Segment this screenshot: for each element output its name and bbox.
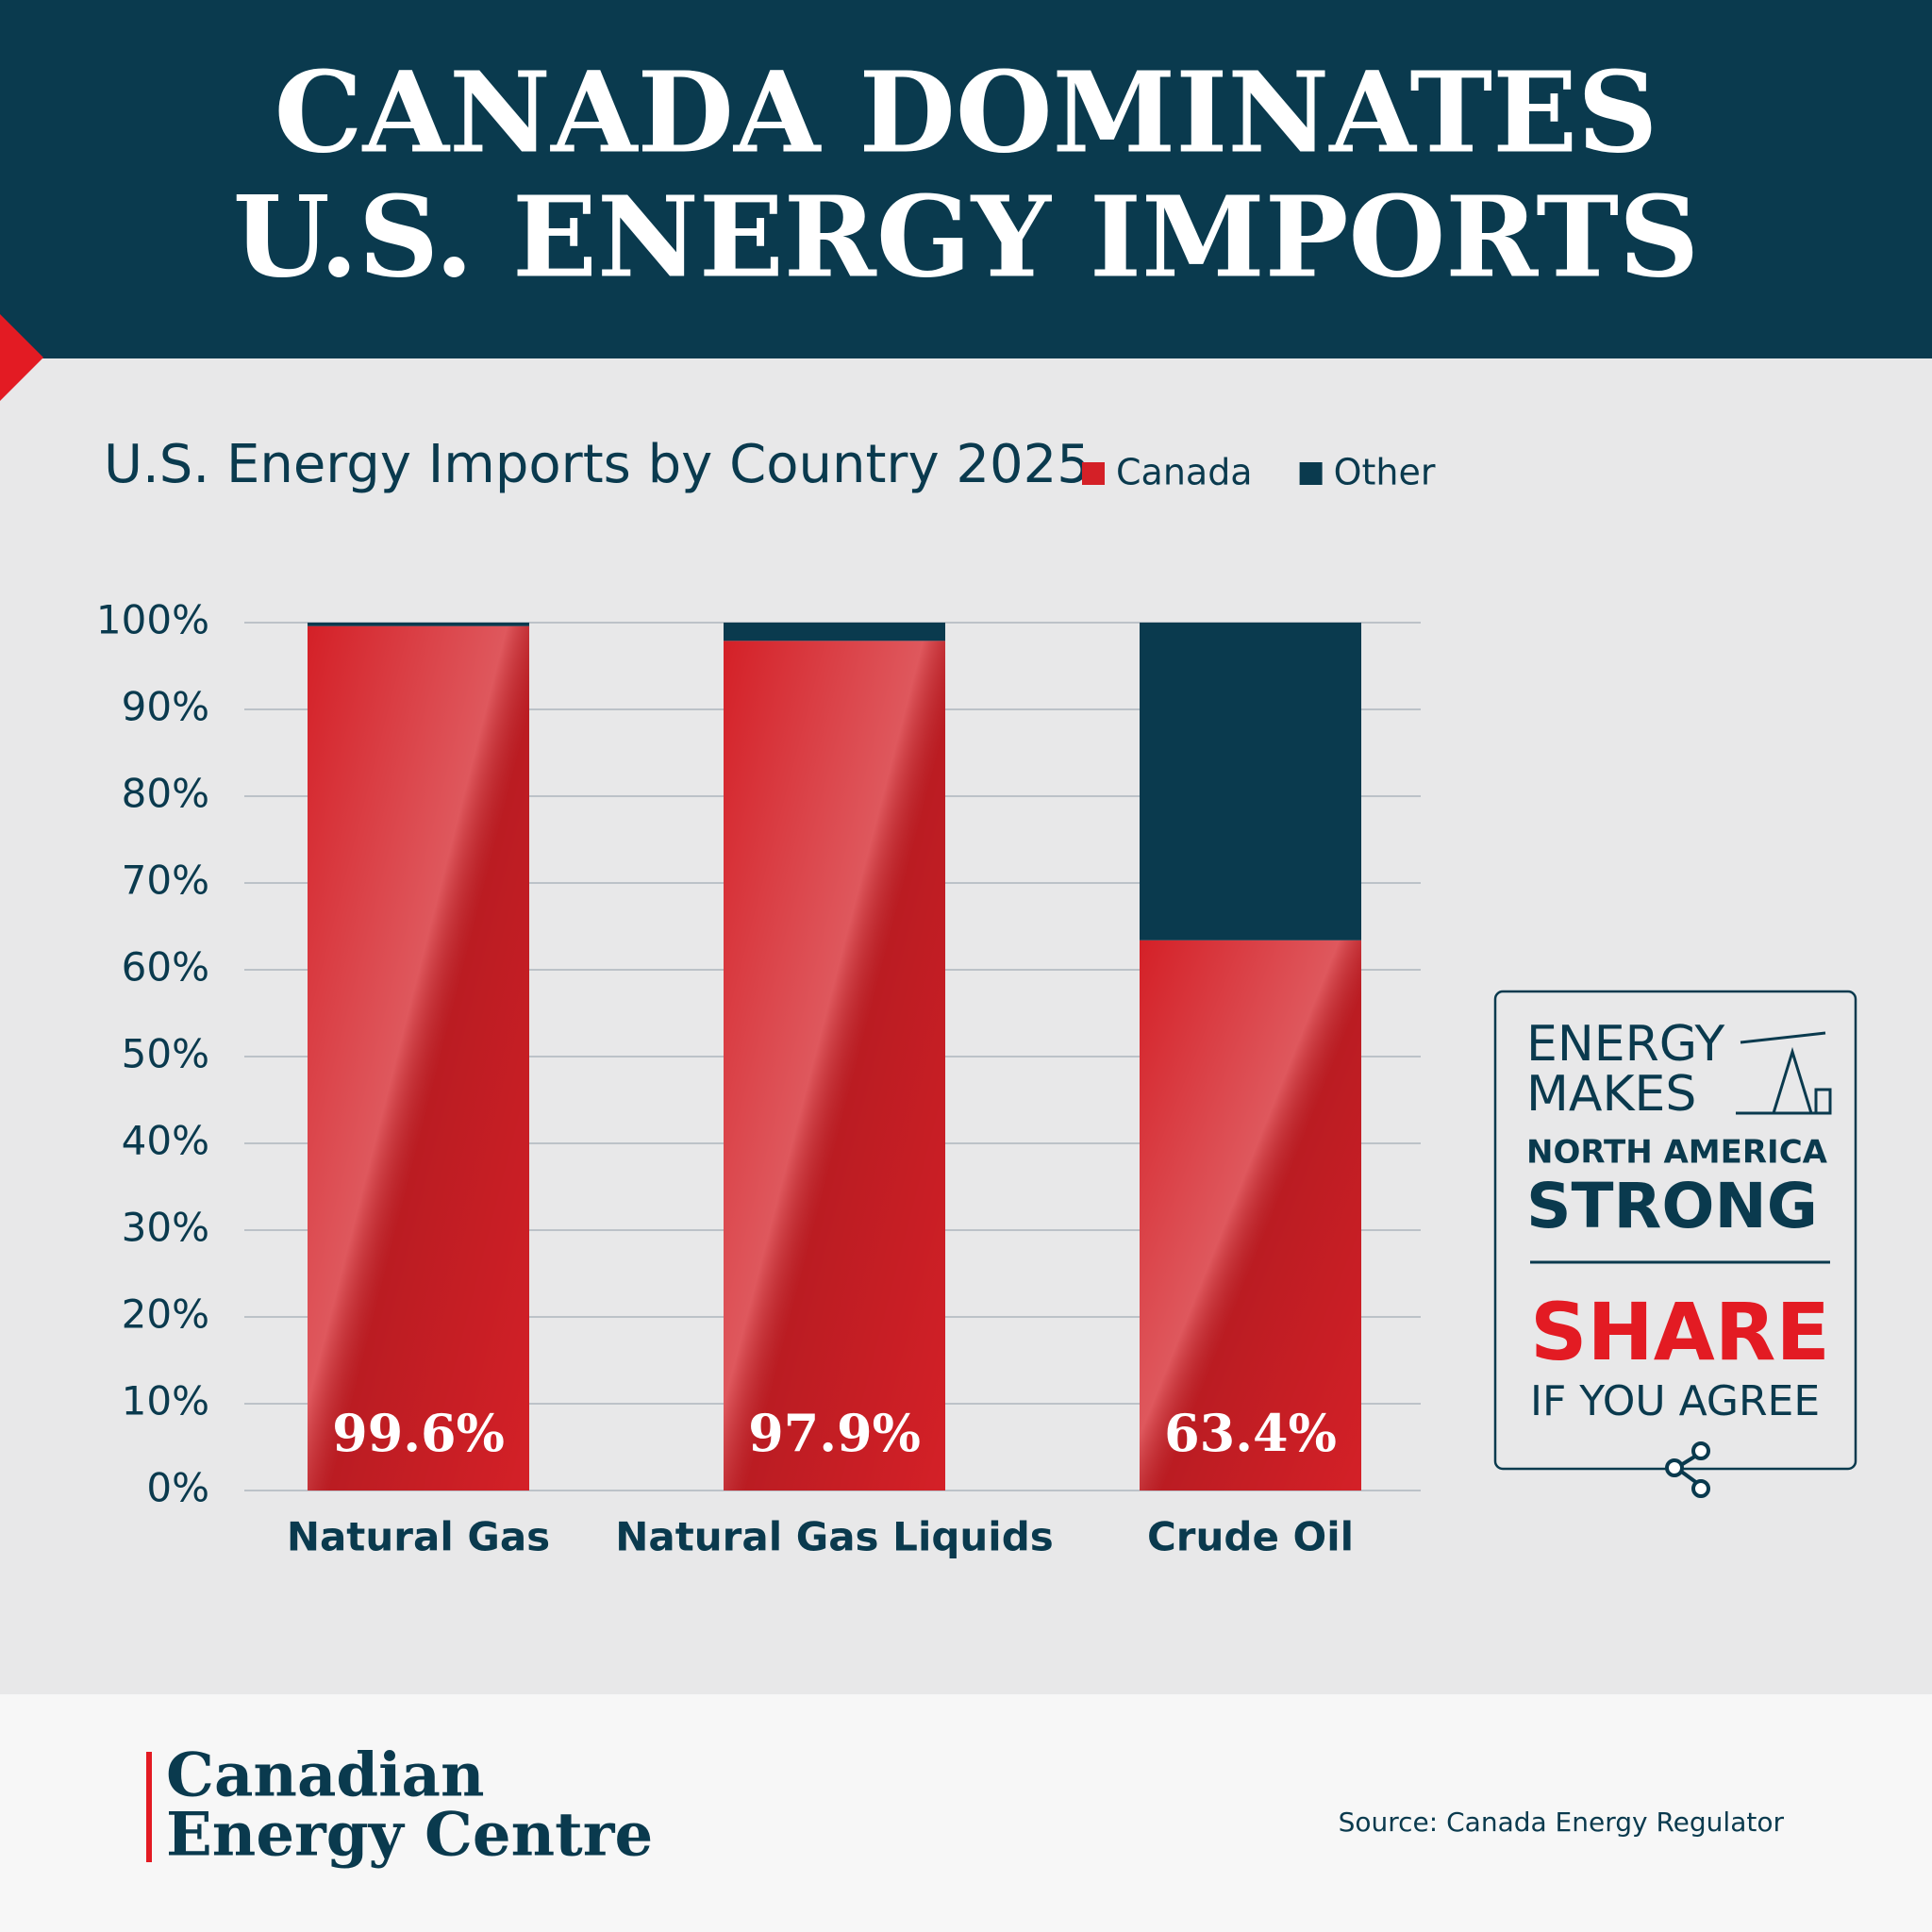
logo-line: Energy Centre [166, 1800, 653, 1871]
logo-line: Canadian [166, 1740, 484, 1811]
badge-line: ENERGY [1526, 1016, 1724, 1073]
x-tick-label: Crude Oil [1147, 1514, 1354, 1560]
plot: 0% 10% 20% 30% 40% 50% 60% 70% 80% 90% 100% Canada O… [96, 452, 1436, 1560]
badge-line[interactable]: SHARE [1530, 1286, 1830, 1378]
source: Source: Canada Energy Regulator [1339, 1807, 1785, 1838]
value-label: 99.6% [332, 1403, 505, 1463]
x-tick-label: Natural Gas [287, 1514, 550, 1560]
legend-label: Canada [1116, 452, 1253, 493]
title-line: U.S. ENERGY IMPORTS [233, 172, 1700, 303]
badge-line: NORTH AMERICA [1526, 1134, 1828, 1172]
x-tick-label: Natural Gas Liquids [615, 1514, 1054, 1560]
bar [1140, 623, 1361, 941]
y-tick-label: 60% [122, 944, 209, 991]
title-line: CANADA DOMINATES [275, 47, 1658, 178]
logo-bar [146, 1752, 152, 1862]
y-tick-label: 20% [122, 1291, 209, 1338]
y-tick-label: 50% [122, 1031, 209, 1077]
y-tick-label: 0% [146, 1465, 209, 1511]
bar-shading [724, 641, 945, 1491]
y-tick-label: 10% [122, 1378, 209, 1424]
badge-line: STRONG [1526, 1170, 1818, 1242]
y-tick-label: 40% [122, 1118, 209, 1164]
bar [724, 623, 945, 641]
y-tick-label: 70% [122, 858, 209, 904]
y-tick-label: 80% [122, 771, 209, 817]
header-accent [0, 314, 43, 401]
bar-shading [1140, 940, 1361, 1491]
legend-swatch [1299, 462, 1323, 485]
value-label: 97.9% [748, 1403, 921, 1463]
bar-shading [308, 625, 529, 1491]
badge-line: IF YOU AGREE [1530, 1377, 1820, 1425]
legend-swatch [1082, 462, 1105, 485]
share-icon[interactable] [1665, 1441, 1710, 1498]
bar [308, 623, 529, 626]
header [0, 0, 1932, 358]
legend-label: Other [1334, 452, 1436, 493]
y-tick-label: 30% [122, 1205, 209, 1251]
y-tick-label: 100% [96, 597, 209, 643]
pumpjack-icon [1736, 1031, 1832, 1115]
value-label: 63.4% [1164, 1403, 1337, 1463]
badge-line: MAKES [1526, 1066, 1696, 1123]
y-tick-label: 90% [122, 684, 209, 730]
chart-title: U.S. Energy Imports by Country 2025 [104, 434, 1091, 495]
